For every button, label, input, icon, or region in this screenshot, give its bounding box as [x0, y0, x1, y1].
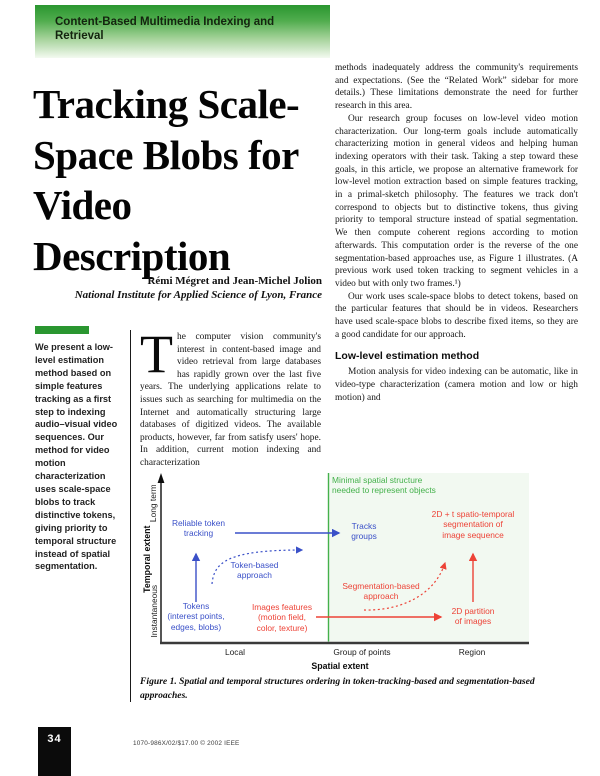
paragraph: methods inadequately address the communi…	[335, 63, 578, 112]
body-right-column: methods inadequately address the communi…	[335, 62, 578, 404]
department-title: Content-Based Multimedia Indexing and Re…	[55, 16, 275, 42]
label-images-features: Images features (motion field, color, te…	[251, 602, 313, 633]
author-names: Rémi Mégret and Jean-Michel Jolion	[147, 275, 322, 287]
author-affiliation: National Institute for Applied Science o…	[74, 289, 322, 301]
abstract-accent-bar	[35, 326, 89, 334]
section-heading: Low-level estimation method	[335, 350, 480, 363]
abstract-sidebar: We present a low-level estimation method…	[35, 326, 125, 573]
article-title: Tracking Scale- Space Blobs for Video De…	[33, 81, 300, 279]
figure-1-diagram: Minimal spatial structure needed to repr…	[140, 470, 580, 678]
column-divider-rule	[130, 330, 131, 702]
left-paragraph: he computer vision community's interest …	[140, 332, 321, 468]
dotted-arrow-segmentation-based-approach	[363, 561, 447, 611]
label-tokens: Tokens (interest points, edges, blobs)	[167, 601, 225, 632]
shaded-region	[328, 473, 529, 642]
label-2dt-segmentation: 2D + t spatio-temporal segmentation of i…	[431, 509, 515, 540]
x-axis-title: Spatial extent	[311, 661, 369, 671]
label-tracks-groups: Tracks groups	[351, 521, 377, 542]
x-tick-group-of-points: Group of points	[333, 647, 391, 657]
label-reliable-token-tracking: Reliable token tracking	[171, 518, 226, 539]
label-token-based-approach: Token-based approach	[230, 560, 279, 581]
y-tick-instantaneous: Instantaneous	[148, 584, 159, 638]
paragraph: Our research group focuses on low-level …	[335, 113, 578, 289]
x-tick-region: Region	[458, 647, 486, 657]
minimal-structure-note: Minimal spatial structure needed to repr…	[332, 475, 436, 496]
author-block: Rémi Mégret and Jean-Michel Jolion Natio…	[35, 274, 322, 302]
paragraph: Motion analysis for video indexing can b…	[335, 367, 578, 403]
page-number-box: 34	[38, 727, 71, 776]
drop-cap: T	[140, 324, 173, 384]
abstract-text: We present a low-level estimation method…	[35, 342, 118, 572]
department-banner: Content-Based Multimedia Indexing and Re…	[35, 5, 330, 58]
paragraph: Our work uses scale-space blobs to detec…	[335, 291, 578, 340]
x-tick-local: Local	[224, 647, 246, 657]
figure-caption: Figure 1. Spatial and temporal structure…	[140, 676, 535, 701]
label-segmentation-based-approach: Segmentation-based approach	[342, 581, 420, 602]
y-tick-long-term: Long term	[147, 484, 158, 523]
copyright-line: 1070-986X/02/$17.00 © 2002 IEEE	[133, 740, 240, 747]
figure-axes-and-arrows	[157, 473, 529, 645]
y-axis-arrowhead	[157, 473, 165, 483]
label-2d-partition: 2D partition of images	[451, 606, 495, 627]
dotted-arrow-token-based-approach	[211, 546, 304, 585]
page-number: 34	[47, 733, 62, 745]
